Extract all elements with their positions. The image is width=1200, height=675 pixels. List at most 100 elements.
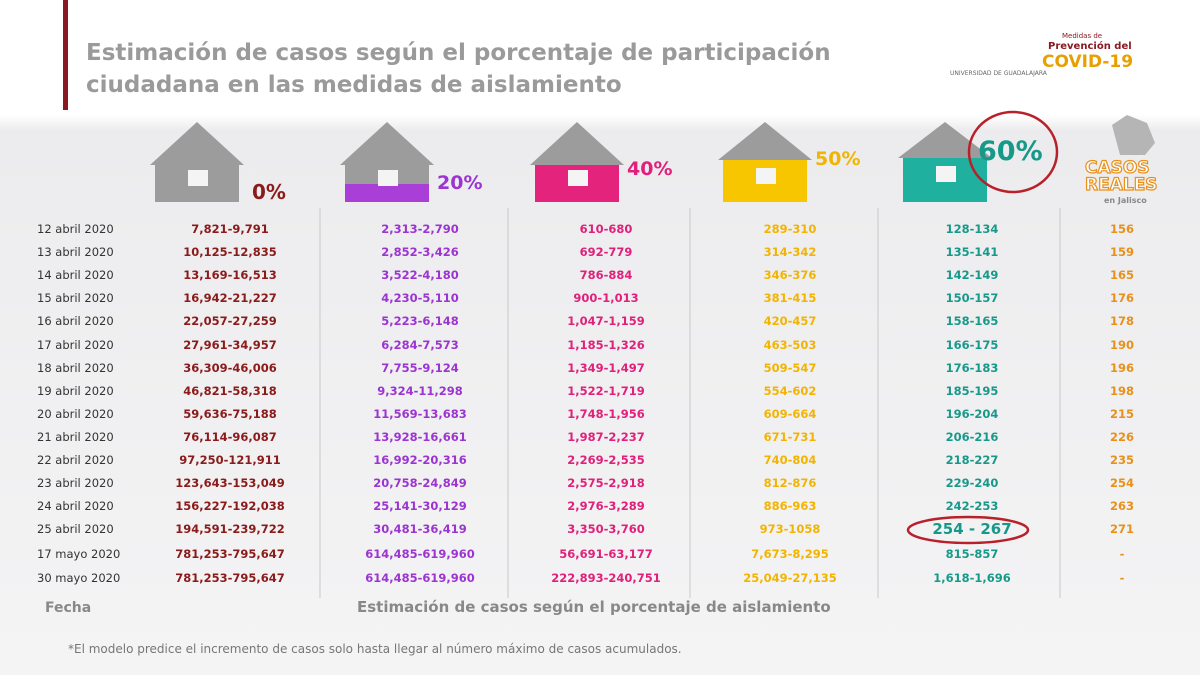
value-cell: 46,821-58,318 xyxy=(183,383,277,398)
value-cell: 128-134 xyxy=(945,222,999,236)
value-cell: 13,169-16,513 xyxy=(183,268,277,283)
value-cell: 235 xyxy=(1109,453,1135,467)
column-header: 0% xyxy=(252,180,286,204)
value-cell: 25,049-27,135 xyxy=(743,570,837,585)
value-cell: 150-157 xyxy=(945,291,999,306)
value-cell: 176 xyxy=(1109,291,1135,306)
logo-text: COVID-19 xyxy=(1042,52,1134,72)
value-cell: 2,976-3,289 xyxy=(567,499,645,514)
value-cell: 692-779 xyxy=(579,245,633,260)
value-cell: 196 xyxy=(1109,360,1135,375)
value-cell: 156 xyxy=(1109,222,1135,236)
logo-text: Prevención del xyxy=(1048,41,1132,52)
value-cell: 27,961-34,957 xyxy=(183,337,277,352)
date-cell: 19 abril 2020 xyxy=(37,383,114,398)
column-header: 20% xyxy=(437,172,483,194)
value-cell: 7,673-8,295 xyxy=(751,547,829,562)
date-cell: 30 mayo 2020 xyxy=(37,570,121,585)
value-cell: 614,485-619,960 xyxy=(365,570,475,585)
value-cell: 1,185-1,326 xyxy=(567,337,645,352)
value-cell: 25,141-30,129 xyxy=(373,499,467,514)
value-cell: 740-804 xyxy=(763,453,817,467)
jalisco-map xyxy=(1112,115,1155,155)
axis-label: Estimación de casos según el porcentaje … xyxy=(357,598,831,616)
value-cell: 165 xyxy=(1109,268,1135,283)
value-cell: 671-731 xyxy=(763,429,817,444)
value-cell: 900-1,013 xyxy=(573,291,639,306)
date-cell: 15 abril 2020 xyxy=(37,291,114,306)
value-cell: 509-547 xyxy=(763,360,817,375)
value-cell: 196-204 xyxy=(945,406,999,421)
value-cell: 614,485-619,960 xyxy=(365,547,475,562)
title: ciudadana en las medidas de aislamiento xyxy=(86,72,622,98)
value-cell: 156,227-192,038 xyxy=(175,499,285,514)
highlight-circle xyxy=(967,110,1059,194)
value-cell: 7,821-9,791 xyxy=(191,222,269,236)
value-cell: 190 xyxy=(1109,337,1135,352)
date-cell: 18 abril 2020 xyxy=(37,360,114,375)
title: Estimación de casos según el porcentaje … xyxy=(86,40,831,66)
value-cell: 886-963 xyxy=(763,499,817,514)
date-cell: 17 abril 2020 xyxy=(37,337,114,352)
value-cell: 218-227 xyxy=(945,453,999,467)
value-cell: 30,481-36,419 xyxy=(373,522,467,537)
house-20 xyxy=(340,122,434,202)
value-cell: 381-415 xyxy=(763,291,817,306)
value-cell: 609-664 xyxy=(763,406,817,421)
value-cell: 7,755-9,124 xyxy=(381,360,459,375)
value-cell: 346-376 xyxy=(763,268,817,283)
value-cell: - xyxy=(1119,547,1125,562)
value-cell: 59,636-75,188 xyxy=(183,406,277,421)
column-header: 50% xyxy=(815,148,861,170)
value-cell: 5,223-6,148 xyxy=(381,314,459,329)
value-cell: 198 xyxy=(1109,383,1135,398)
value-cell: 142-149 xyxy=(945,268,999,283)
value-cell: 56,691-63,177 xyxy=(559,547,653,562)
value-cell: 11,569-13,683 xyxy=(373,406,467,421)
date-cell: 14 abril 2020 xyxy=(37,268,114,283)
date-cell: 12 abril 2020 xyxy=(37,222,114,236)
value-cell: 9,324-11,298 xyxy=(377,383,463,398)
value-cell: - xyxy=(1119,570,1125,585)
value-cell: 781,253-795,647 xyxy=(175,570,285,585)
value-cell: 222,893-240,751 xyxy=(551,570,661,585)
real-cases-title: CASOS xyxy=(1084,158,1150,178)
real-cases-title: CASOS REALES xyxy=(1084,158,1158,195)
value-cell: 289-310 xyxy=(763,222,817,236)
date-cell: 23 abril 2020 xyxy=(37,476,114,491)
value-cell: 16,942-21,227 xyxy=(183,291,277,306)
value-cell: 215 xyxy=(1109,406,1135,421)
highlight-circle xyxy=(906,515,1030,545)
value-cell: 242-253 xyxy=(945,499,999,514)
value-cell: 254 - 267 xyxy=(932,520,1012,539)
value-cell: 2,852-3,426 xyxy=(381,245,459,260)
value-cell: 271 xyxy=(1109,522,1135,537)
real-cases-title: REALES xyxy=(1084,175,1158,195)
date-cell: 17 mayo 2020 xyxy=(37,547,121,562)
value-cell: 176-183 xyxy=(945,360,999,375)
value-cell: 3,350-3,760 xyxy=(567,522,645,537)
value-cell: 166-175 xyxy=(945,337,999,352)
value-cell: 20,758-24,849 xyxy=(373,476,467,491)
value-cell: 420-457 xyxy=(763,314,817,329)
value-cell: 2,313-2,790 xyxy=(381,222,459,236)
value-cell: 194,591-239,722 xyxy=(175,522,285,537)
house-40 xyxy=(530,122,624,202)
value-cell: 1,047-1,159 xyxy=(567,314,645,329)
value-cell: 13,928-16,661 xyxy=(373,429,467,444)
value-cell: 3,522-4,180 xyxy=(381,268,459,283)
value-cell: 135-141 xyxy=(945,245,999,260)
value-cell: 206-216 xyxy=(945,429,999,444)
date-cell: 24 abril 2020 xyxy=(37,499,114,514)
value-cell: 1,987-2,237 xyxy=(567,429,645,444)
value-cell: 1,349-1,497 xyxy=(567,360,645,375)
column-header: 60% xyxy=(978,136,1043,167)
accent-bar xyxy=(63,0,68,110)
date-cell: 21 abril 2020 xyxy=(37,429,114,444)
date-cell: 22 abril 2020 xyxy=(37,453,114,467)
value-cell: 123,643-153,049 xyxy=(175,476,285,491)
value-cell: 254 xyxy=(1109,476,1135,491)
value-cell: 610-680 xyxy=(579,222,633,236)
